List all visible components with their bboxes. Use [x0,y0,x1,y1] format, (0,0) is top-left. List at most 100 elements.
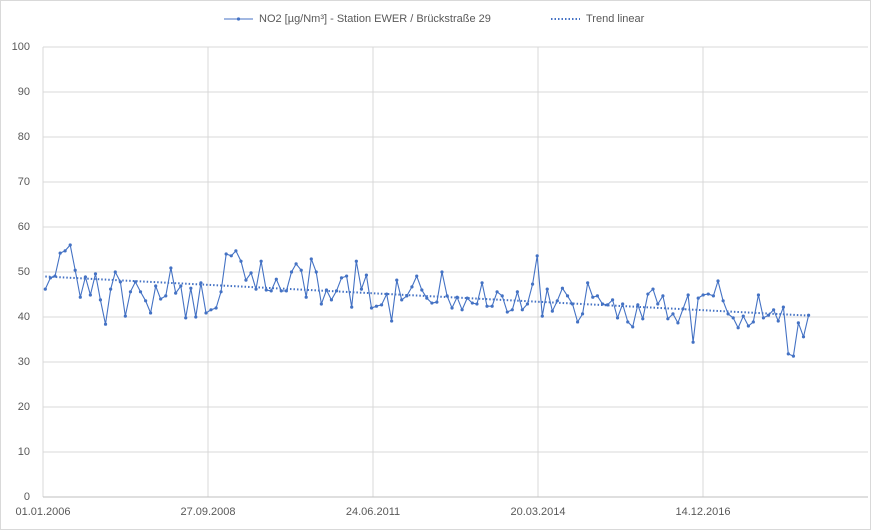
data-point [505,310,509,314]
data-point [726,312,730,316]
data-point [430,301,434,305]
data-point [711,294,715,298]
data-point [415,274,419,278]
data-point [666,317,670,321]
data-point [103,322,108,326]
data-point [515,290,519,294]
data-point [530,282,535,286]
data-point [691,340,695,344]
x-tick-label: 14.12.2016 [675,506,730,518]
data-point [379,303,384,307]
data-point [164,294,168,298]
x-tick-label: 27.09.2008 [180,506,235,518]
data-point [610,298,615,302]
data-point [671,312,675,316]
data-point [736,326,740,330]
data-point [329,298,334,302]
data-point [510,308,514,312]
data-point [565,294,570,298]
data-point [354,259,358,263]
data-point [636,303,640,307]
data-point [189,286,193,290]
data-point [776,319,780,323]
data-point [148,311,153,315]
legend-label: NO2 [µg/Nm³] - Station EWER / Brückstraß… [259,13,491,25]
data-point [58,251,62,255]
data-point [545,287,549,291]
trend-line [45,275,809,317]
data-point [550,309,554,313]
data-point [741,314,745,318]
data-point [174,291,178,295]
data-point [154,284,158,288]
data-point [179,284,183,288]
data-point [591,295,595,299]
data-point [299,268,303,272]
data-point [128,290,133,294]
data-point [621,302,625,306]
data-point [580,312,585,316]
x-tick-label: 01.01.2006 [15,506,70,518]
data-point [781,305,785,309]
data-point [254,287,258,291]
data-point [646,292,650,296]
data-point [686,293,690,297]
y-tick-label: 100 [12,41,30,53]
data-point [535,254,539,258]
data-point [224,252,228,256]
data-point [576,320,580,324]
data-point [169,266,173,270]
data-point [716,279,720,283]
data-point [249,271,253,275]
data-point [425,296,429,300]
data-point [390,319,394,323]
data-point [661,294,665,298]
data-point [78,295,82,299]
x-tick-label: 20.03.2014 [510,506,565,518]
data-point [279,289,283,293]
data-point [761,316,765,320]
y-tick-label: 10 [18,446,30,458]
data-point [364,273,368,277]
legend-label: Trend linear [586,13,645,25]
y-tick-label: 70 [18,176,30,188]
data-point [214,306,218,310]
y-tick-label: 50 [18,266,30,278]
data-point [109,287,113,291]
data-point [796,321,800,325]
data-point [159,297,163,301]
data-point [184,316,188,320]
data-point [440,270,444,274]
data-point [289,270,294,274]
data-point [772,308,776,312]
data-point [369,306,374,310]
data-point [460,308,464,312]
data-point [615,316,620,320]
data-point [274,277,278,281]
data-point [269,289,273,293]
y-tick-label: 20 [18,401,30,413]
data-point [113,270,117,274]
data-point [801,335,806,339]
data-point [450,306,454,310]
data-point [420,288,424,292]
data-point [485,304,489,308]
data-point [555,299,559,303]
data-point [284,289,288,293]
data-point [234,249,238,253]
data-point [93,272,98,276]
data-point [339,276,344,280]
data-point [641,317,645,321]
data-point [63,249,67,253]
data-point [631,325,635,329]
x-tick-label: 24.06.2011 [346,506,400,518]
data-point [229,254,233,258]
data-point [701,293,705,297]
data-point [319,302,323,306]
data-point [706,292,710,296]
data-point [676,321,680,325]
data-point [495,290,499,294]
data-point [656,302,660,306]
